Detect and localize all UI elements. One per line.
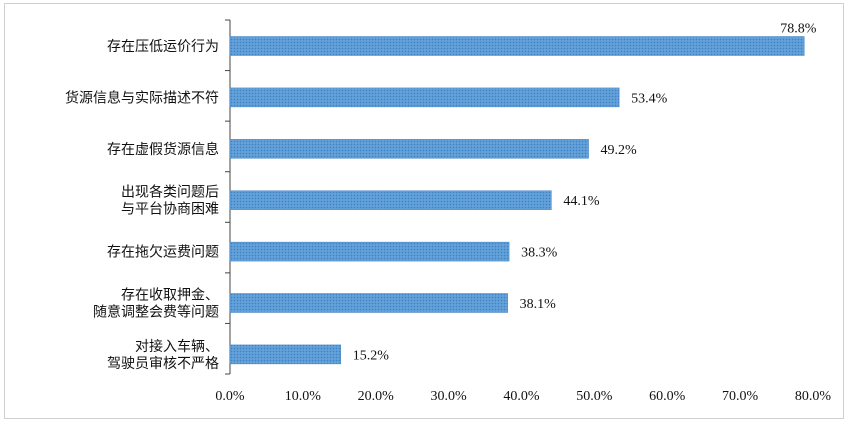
category-label-line: 驾驶员审核不严格 bbox=[107, 356, 219, 372]
bar bbox=[229, 293, 508, 313]
data-label: 38.3% bbox=[521, 246, 558, 261]
x-tick-label: 70.0% bbox=[722, 389, 759, 404]
chart-frame bbox=[4, 3, 844, 419]
category-label-line: 与平台协商困难 bbox=[121, 202, 219, 218]
data-label: 49.2% bbox=[601, 143, 638, 158]
x-tick-label: 20.0% bbox=[358, 389, 395, 404]
category-label-line: 对接入车辆、 bbox=[135, 338, 219, 355]
category-label-line: 存在收取押金、 bbox=[121, 288, 219, 304]
x-tick-label: 50.0% bbox=[576, 389, 613, 404]
x-tick-label: 60.0% bbox=[649, 389, 686, 404]
bar bbox=[229, 36, 805, 56]
category-label-line: 货源信息与实际描述不符 bbox=[65, 89, 219, 106]
x-tick-label: 0.0% bbox=[215, 389, 245, 404]
bar bbox=[229, 241, 510, 262]
x-tick-label: 10.0% bbox=[285, 389, 322, 404]
category-label: 出现各类问题后与平台协商困难 bbox=[121, 185, 219, 218]
category-label: 存在拖欠运费问题 bbox=[107, 245, 219, 261]
category-label: 货源信息与实际描述不符 bbox=[65, 89, 219, 106]
data-label: 15.2% bbox=[353, 348, 390, 363]
category-label: 存在虚假货源信息 bbox=[107, 141, 219, 158]
bar bbox=[229, 190, 552, 210]
data-label: 53.4% bbox=[631, 91, 668, 106]
x-tick-label: 80.0% bbox=[795, 389, 832, 404]
x-tick-label: 30.0% bbox=[431, 389, 468, 404]
data-label: 38.1% bbox=[520, 297, 557, 312]
bar bbox=[229, 139, 589, 159]
category-label-line: 出现各类问题后 bbox=[121, 185, 219, 201]
category-label-line: 随意调整会费等问题 bbox=[93, 304, 219, 321]
x-tick-label: 40.0% bbox=[503, 389, 540, 404]
category-label: 存在收取押金、随意调整会费等问题 bbox=[93, 288, 219, 321]
category-label: 存在压低运价行为 bbox=[107, 39, 219, 55]
category-label: 对接入车辆、驾驶员审核不严格 bbox=[107, 338, 219, 372]
data-label: 44.1% bbox=[563, 194, 600, 209]
category-label-line: 存在压低运价行为 bbox=[107, 39, 219, 55]
bar bbox=[229, 344, 342, 365]
category-label-line: 存在拖欠运费问题 bbox=[107, 245, 219, 261]
bar bbox=[229, 87, 620, 108]
category-label-line: 存在虚假货源信息 bbox=[107, 141, 219, 158]
data-label: 78.8% bbox=[780, 22, 817, 37]
